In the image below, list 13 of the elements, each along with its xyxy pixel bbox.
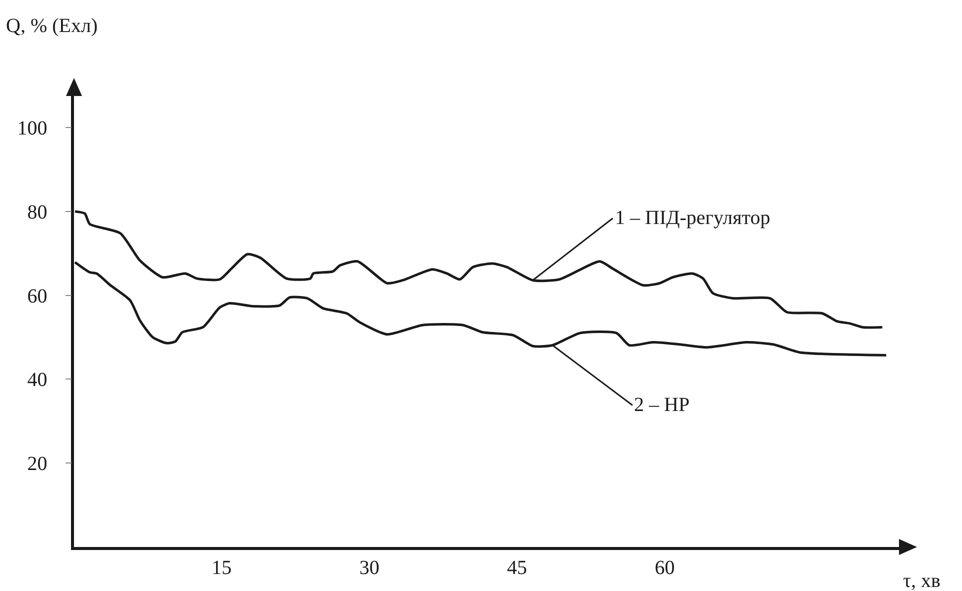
x-tick-label: 30	[359, 556, 380, 579]
y-tick-label: 40	[27, 369, 48, 392]
x-tick-label: 60	[654, 556, 675, 579]
y-tick-label: 80	[27, 201, 48, 224]
y-tick-label: 20	[27, 453, 48, 476]
x-axis-title: τ, хв	[903, 570, 940, 591]
y-tick-label: 100	[17, 118, 48, 140]
text: 2 – НР	[634, 394, 690, 416]
y-tick-label: 60	[27, 285, 48, 308]
series-label: 1 – ПІД-регулятор	[615, 207, 770, 229]
y-axis-title: Q, % (Ехл)	[6, 15, 98, 37]
x-tick-label: 15	[212, 556, 232, 579]
x-tick-label: 45	[507, 556, 528, 579]
